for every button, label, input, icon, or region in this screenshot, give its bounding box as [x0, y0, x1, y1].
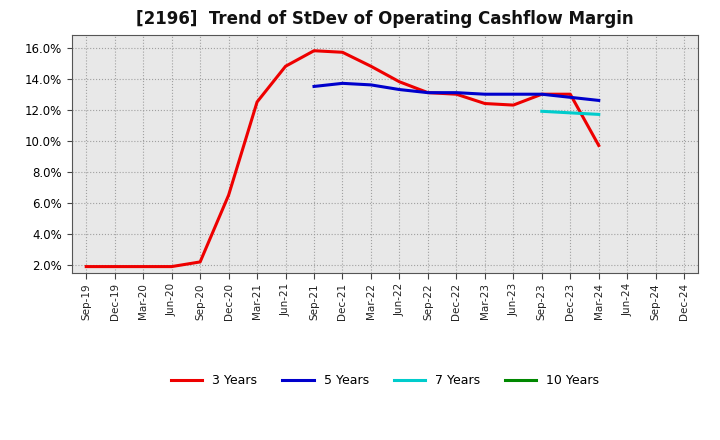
- 3 Years: [537, 92, 546, 97]
- 5 Years: [338, 81, 347, 86]
- Line: 5 Years: 5 Years: [314, 83, 599, 100]
- 5 Years: [480, 92, 489, 97]
- 3 Years: [480, 101, 489, 106]
- 7 Years: [566, 110, 575, 115]
- 5 Years: [452, 90, 461, 95]
- Legend: 3 Years, 5 Years, 7 Years, 10 Years: 3 Years, 5 Years, 7 Years, 10 Years: [166, 369, 604, 392]
- 3 Years: [110, 264, 119, 269]
- 5 Years: [595, 98, 603, 103]
- 5 Years: [395, 87, 404, 92]
- 3 Years: [196, 259, 204, 264]
- 3 Years: [395, 79, 404, 84]
- Title: [2196]  Trend of StDev of Operating Cashflow Margin: [2196] Trend of StDev of Operating Cashf…: [136, 10, 634, 28]
- 3 Years: [338, 50, 347, 55]
- 3 Years: [310, 48, 318, 53]
- 3 Years: [452, 92, 461, 97]
- 3 Years: [282, 64, 290, 69]
- 3 Years: [253, 99, 261, 105]
- 7 Years: [595, 112, 603, 117]
- 5 Years: [310, 84, 318, 89]
- 3 Years: [509, 103, 518, 108]
- 3 Years: [167, 264, 176, 269]
- 5 Years: [509, 92, 518, 97]
- 3 Years: [225, 193, 233, 198]
- 7 Years: [537, 109, 546, 114]
- 3 Years: [366, 64, 375, 69]
- 3 Years: [82, 264, 91, 269]
- 3 Years: [595, 143, 603, 148]
- 3 Years: [423, 90, 432, 95]
- Line: 3 Years: 3 Years: [86, 51, 599, 267]
- Line: 7 Years: 7 Years: [541, 111, 599, 114]
- 5 Years: [423, 90, 432, 95]
- 3 Years: [139, 264, 148, 269]
- 5 Years: [366, 82, 375, 88]
- 5 Years: [537, 92, 546, 97]
- 3 Years: [566, 92, 575, 97]
- 5 Years: [566, 95, 575, 100]
